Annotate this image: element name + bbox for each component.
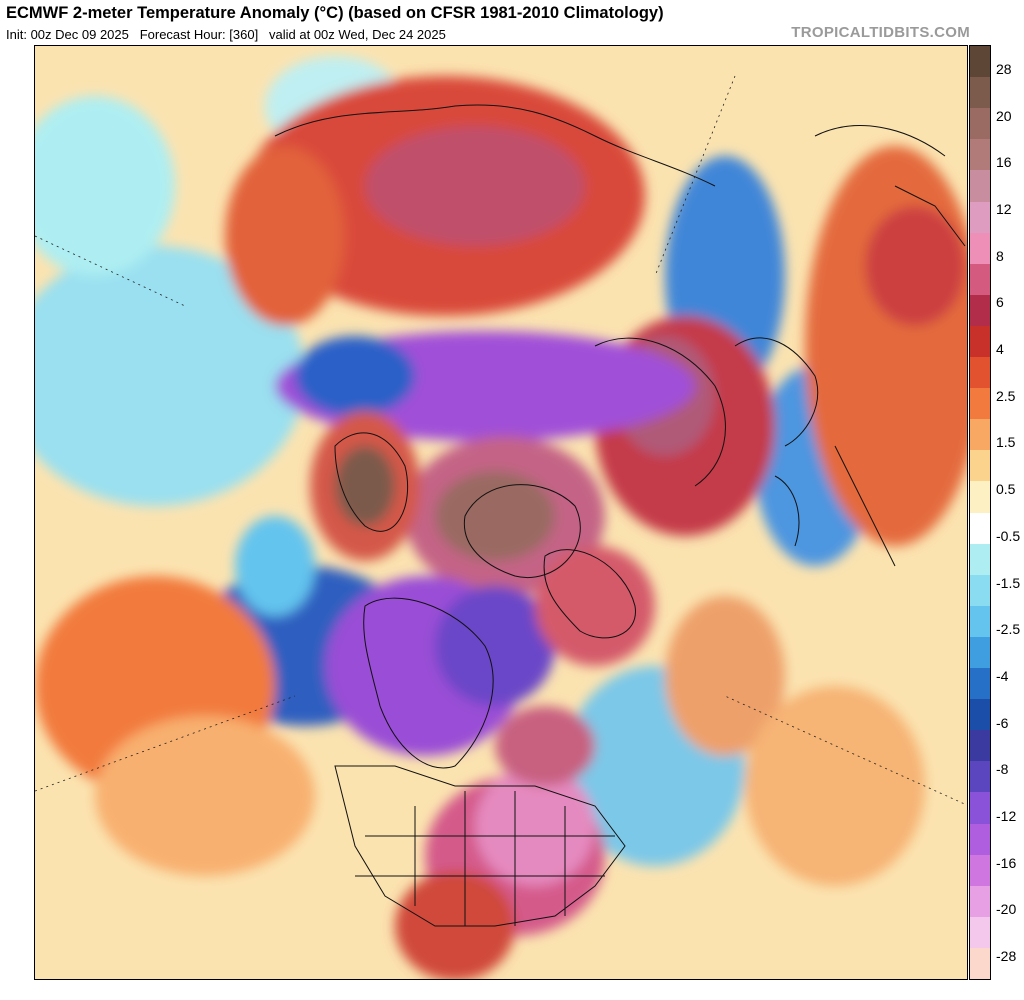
colorbar-segment — [970, 46, 990, 78]
colorbar-segment — [970, 77, 990, 109]
colorbar-segment — [970, 388, 990, 420]
colorbar-segment — [970, 854, 990, 887]
colorbar-segment — [970, 419, 990, 451]
colorbar-segment — [970, 636, 990, 669]
colorbar-segment — [970, 761, 990, 793]
colorbar-tick-label: 28 — [996, 61, 1012, 77]
anomaly-map — [34, 45, 968, 980]
colorbar — [969, 45, 991, 980]
colorbar-segment — [970, 294, 990, 327]
colorbar-segment — [970, 792, 990, 824]
colorbar-tick-label: -12 — [996, 807, 1017, 824]
colorbar-tick-label: -28 — [996, 948, 1017, 964]
colorbar-segment — [970, 605, 990, 638]
forecast-info: Init: 00z Dec 09 2025 Forecast Hour: [36… — [6, 27, 446, 42]
colorbar-tick-label: 1.5 — [996, 434, 1016, 451]
colorbar-segment — [970, 450, 990, 482]
colorbar-segment — [970, 481, 990, 513]
colorbar-segment — [970, 139, 990, 171]
colorbar-segment — [970, 668, 990, 700]
colorbar-tick-label: 4 — [996, 341, 1004, 358]
colorbar-segment — [970, 232, 990, 265]
colorbar-segment — [970, 543, 990, 576]
colorbar-tick-label: -16 — [996, 854, 1017, 871]
colorbar-tick-label: 8 — [996, 247, 1004, 264]
colorbar-segment — [970, 325, 990, 358]
colorbar-segment — [970, 947, 990, 980]
colorbar-segment — [970, 170, 990, 202]
colorbar-segment — [970, 916, 990, 949]
colorbar-segment — [970, 574, 990, 607]
colorbar-tick-label: -4 — [996, 667, 1009, 684]
brand-watermark: TROPICALTIDBITS.COM — [791, 24, 970, 41]
colorbar-segment — [970, 823, 990, 856]
colorbar-tick-label: 20 — [996, 107, 1012, 124]
colorbar-tick-label: 12 — [996, 201, 1012, 218]
colorbar-tick-label: -8 — [996, 761, 1009, 778]
colorbar-tick-label: -0.5 — [996, 527, 1021, 544]
colorbar-segment — [970, 512, 990, 545]
colorbar-tick-label: -6 — [996, 714, 1009, 731]
chart-title: ECMWF 2-meter Temperature Anomaly (°C) (… — [6, 4, 664, 22]
colorbar-segment — [970, 885, 990, 918]
colorbar-tick-label: 16 — [996, 154, 1012, 171]
colorbar-tick-label: -20 — [996, 901, 1017, 918]
colorbar-tick-label: 2.5 — [996, 387, 1016, 404]
colorbar-segment — [970, 357, 990, 389]
colorbar-segment — [970, 108, 990, 140]
colorbar-tick-label: -2.5 — [996, 621, 1021, 638]
colorbar-tick-label: -1.5 — [996, 574, 1021, 591]
colorbar-segment — [970, 263, 990, 296]
colorbar-tick-label: 0.5 — [996, 481, 1016, 498]
colorbar-segment — [970, 201, 990, 234]
colorbar-segment — [970, 730, 990, 762]
colorbar-tick-label: 6 — [996, 294, 1004, 311]
colorbar-segment — [970, 699, 990, 731]
